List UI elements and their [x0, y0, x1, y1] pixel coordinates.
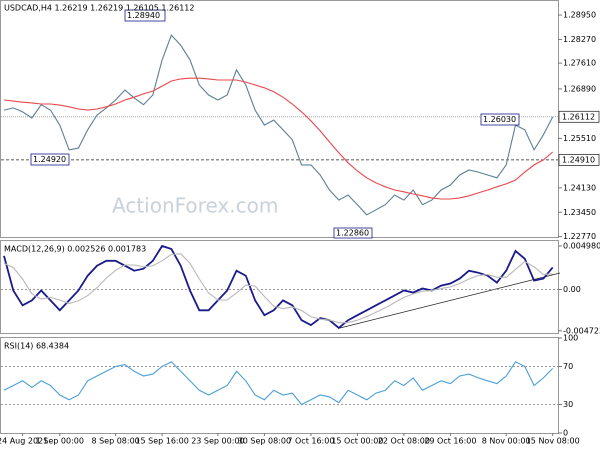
x-tick-label: 15 Oct 00:00 — [331, 437, 383, 446]
annotation-box — [333, 227, 373, 239]
price-label: 1.26112 — [562, 112, 595, 121]
y-tick-label: 0.00 — [563, 285, 581, 294]
annotation: 1.24920 — [33, 155, 66, 164]
x-tick-label: 23 Sep 00:00 — [191, 437, 244, 446]
macd-panel — [0, 240, 559, 334]
x-tick-label: 8 Nov 00:00 — [482, 437, 531, 446]
y-tick-label: 70 — [563, 362, 573, 371]
x-tick-label: 29 Oct 16:00 — [424, 437, 476, 446]
watermark: ActionForex.com — [112, 194, 278, 218]
price-box — [558, 110, 600, 123]
y-tick-label: 0.004980 — [563, 241, 600, 250]
panel-title: MACD(12,26,9) 0.002526 0.001783 — [4, 245, 146, 254]
price-box — [558, 154, 600, 166]
price-label: 1.24910 — [562, 155, 595, 164]
y-tick-label: 1.28270 — [563, 35, 596, 44]
price-panel — [0, 0, 559, 238]
annotation-box — [480, 113, 520, 126]
trend-line — [339, 272, 561, 329]
annotation: 1.28940 — [127, 11, 160, 20]
x-tick-label: 15 Sep 16:00 — [135, 437, 188, 446]
panel-title: USDCAD,H4 1.26219 1.26219 1.26105 1.2611… — [4, 4, 194, 13]
y-tick-label: 1.26890 — [563, 84, 596, 93]
annotation-box — [124, 9, 166, 22]
y-tick-label: 1.22770 — [563, 232, 596, 241]
annotation: 1.26030 — [483, 115, 516, 124]
x-tick-label: 24 Aug 2021 — [0, 437, 48, 446]
x-tick-label: 15 Nov 08:00 — [526, 437, 580, 446]
y-tick-label: 1.28950 — [563, 11, 596, 20]
y-tick-label: 0 — [563, 429, 568, 438]
y-tick-label: 1.25510 — [563, 134, 596, 143]
annotation: 1.22860 — [336, 229, 369, 238]
series-line — [3, 34, 554, 216]
series-line — [3, 244, 554, 330]
series-line — [3, 361, 554, 406]
series-line — [3, 253, 553, 324]
x-tick-label: 8 Sep 08:00 — [91, 437, 139, 446]
x-tick-label: 1 Sep 00:00 — [36, 437, 84, 446]
x-tick-label: 30 Sep 08:00 — [238, 437, 291, 446]
y-tick-label: 1.24130 — [563, 183, 596, 192]
x-tick-label: 22 Oct 08:00 — [378, 437, 430, 446]
panel-title: RSI(14) 68.4384 — [4, 342, 69, 351]
y-tick-label: -0.004723 — [563, 326, 600, 335]
y-tick-label: 30 — [563, 400, 573, 409]
series-line — [3, 77, 554, 200]
rsi-panel — [0, 337, 559, 434]
x-tick-label: 7 Oct 16:00 — [287, 437, 334, 446]
annotation-box — [30, 153, 70, 166]
y-tick-label: 100 — [563, 334, 578, 343]
y-tick-label: 1.27610 — [563, 59, 596, 68]
y-tick-label: 1.23450 — [563, 208, 596, 217]
